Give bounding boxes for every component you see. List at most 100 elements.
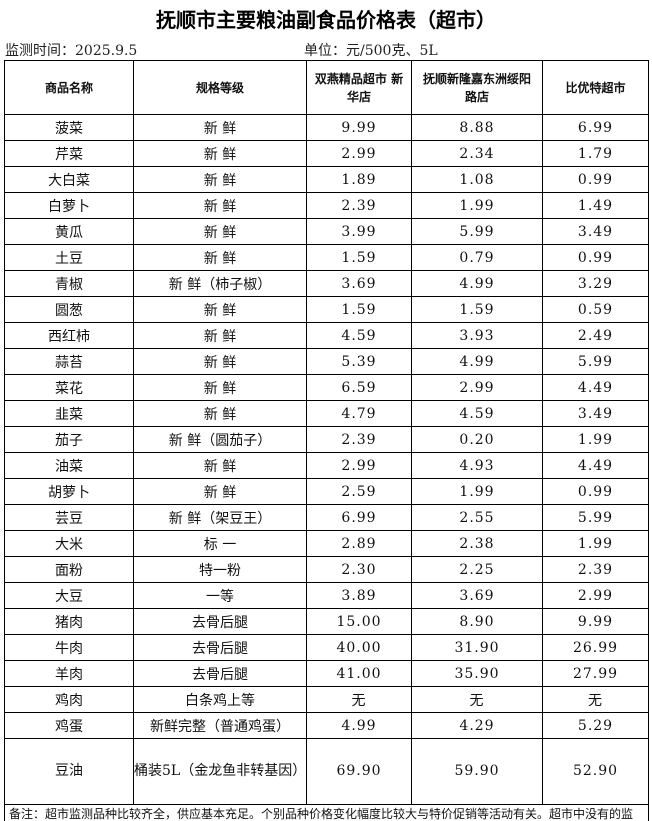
price-cell[interactable]: 35.90 — [411, 660, 543, 687]
price-cell[interactable]: 1.59 — [306, 296, 412, 323]
spec-cell[interactable]: 新 鲜 — [133, 218, 307, 245]
price-cell[interactable]: 3.29 — [542, 270, 649, 297]
price-cell[interactable]: 1.89 — [306, 166, 412, 193]
price-cell[interactable]: 3.49 — [542, 218, 649, 245]
spec-cell[interactable]: 新 鲜 — [133, 478, 307, 505]
price-cell[interactable]: 1.99 — [542, 530, 649, 557]
spec-cell[interactable]: 去骨后腿 — [133, 634, 307, 661]
price-cell[interactable]: 2.39 — [306, 426, 412, 453]
price-cell[interactable]: 4.29 — [411, 712, 543, 739]
price-cell[interactable]: 4.59 — [306, 322, 412, 349]
product-name-cell[interactable]: 大米 — [4, 530, 134, 557]
price-cell[interactable]: 6.99 — [542, 114, 649, 141]
price-cell[interactable]: 59.90 — [411, 738, 543, 805]
price-cell[interactable]: 3.69 — [411, 582, 543, 609]
product-name-cell[interactable]: 菜花 — [4, 374, 134, 401]
price-cell[interactable]: 26.99 — [542, 634, 649, 661]
product-name-cell[interactable]: 蒜苔 — [4, 348, 134, 375]
product-name-cell[interactable]: 芸豆 — [4, 504, 134, 531]
product-name-cell[interactable]: 羊肉 — [4, 660, 134, 687]
spec-cell[interactable]: 新鲜完整（普通鸡蛋） — [133, 712, 307, 739]
price-cell[interactable]: 2.99 — [542, 582, 649, 609]
price-cell[interactable]: 27.99 — [542, 660, 649, 687]
product-name-cell[interactable]: 茄子 — [4, 426, 134, 453]
price-cell[interactable]: 无 — [542, 686, 649, 713]
price-cell[interactable]: 2.30 — [306, 556, 412, 583]
price-cell[interactable]: 2.38 — [411, 530, 543, 557]
price-cell[interactable]: 8.90 — [411, 608, 543, 635]
product-name-cell[interactable]: 牛肉 — [4, 634, 134, 661]
price-cell[interactable]: 3.69 — [306, 270, 412, 297]
product-name-cell[interactable]: 油菜 — [4, 452, 134, 479]
price-cell[interactable]: 0.79 — [411, 244, 543, 271]
price-cell[interactable]: 1.99 — [411, 478, 543, 505]
spec-cell[interactable]: 新 鲜 — [133, 296, 307, 323]
price-cell[interactable]: 2.99 — [306, 452, 412, 479]
price-cell[interactable]: 1.99 — [542, 426, 649, 453]
price-cell[interactable]: 31.90 — [411, 634, 543, 661]
spec-cell[interactable]: 新 鲜（架豆王） — [133, 504, 307, 531]
spec-cell[interactable]: 新 鲜 — [133, 166, 307, 193]
product-name-cell[interactable]: 黄瓜 — [4, 218, 134, 245]
price-cell[interactable]: 无 — [306, 686, 412, 713]
spec-cell[interactable]: 标 一 — [133, 530, 307, 557]
price-cell[interactable]: 4.93 — [411, 452, 543, 479]
price-cell[interactable]: 2.99 — [411, 374, 543, 401]
price-cell[interactable]: 2.39 — [306, 192, 412, 219]
spec-cell[interactable]: 一等 — [133, 582, 307, 609]
price-cell[interactable]: 0.59 — [542, 296, 649, 323]
price-cell[interactable]: 9.99 — [306, 114, 412, 141]
price-cell[interactable]: 0.99 — [542, 166, 649, 193]
price-cell[interactable]: 0.99 — [542, 478, 649, 505]
price-cell[interactable]: 6.99 — [306, 504, 412, 531]
product-name-cell[interactable]: 大白菜 — [4, 166, 134, 193]
spec-cell[interactable]: 特一粉 — [133, 556, 307, 583]
price-cell[interactable]: 5.29 — [542, 712, 649, 739]
spec-cell[interactable]: 新 鲜 — [133, 114, 307, 141]
price-cell[interactable]: 无 — [411, 686, 543, 713]
price-cell[interactable]: 1.59 — [306, 244, 412, 271]
spec-cell[interactable]: 新 鲜 — [133, 452, 307, 479]
spec-cell[interactable]: 新 鲜 — [133, 322, 307, 349]
price-cell[interactable]: 2.89 — [306, 530, 412, 557]
price-cell[interactable]: 4.99 — [411, 270, 543, 297]
price-cell[interactable]: 15.00 — [306, 608, 412, 635]
product-name-cell[interactable]: 豆油 — [4, 738, 134, 805]
price-cell[interactable]: 9.99 — [542, 608, 649, 635]
product-name-cell[interactable]: 土豆 — [4, 244, 134, 271]
product-name-cell[interactable]: 菠菜 — [4, 114, 134, 141]
product-name-cell[interactable]: 鸡蛋 — [4, 712, 134, 739]
price-cell[interactable]: 8.88 — [411, 114, 543, 141]
price-cell[interactable]: 4.79 — [306, 400, 412, 427]
product-name-cell[interactable]: 韭菜 — [4, 400, 134, 427]
price-cell[interactable]: 5.99 — [411, 218, 543, 245]
spec-cell[interactable]: 新 鲜 — [133, 192, 307, 219]
product-name-cell[interactable]: 面粉 — [4, 556, 134, 583]
price-cell[interactable]: 2.39 — [542, 556, 649, 583]
price-cell[interactable]: 69.90 — [306, 738, 412, 805]
price-cell[interactable]: 1.99 — [411, 192, 543, 219]
price-cell[interactable]: 2.34 — [411, 140, 543, 167]
price-cell[interactable]: 2.99 — [306, 140, 412, 167]
price-cell[interactable]: 40.00 — [306, 634, 412, 661]
price-cell[interactable]: 4.49 — [542, 452, 649, 479]
product-name-cell[interactable]: 白萝卜 — [4, 192, 134, 219]
price-cell[interactable]: 4.59 — [411, 400, 543, 427]
price-cell[interactable]: 0.20 — [411, 426, 543, 453]
product-name-cell[interactable]: 圆葱 — [4, 296, 134, 323]
spec-cell[interactable]: 新 鲜 — [133, 348, 307, 375]
price-cell[interactable]: 5.39 — [306, 348, 412, 375]
product-name-cell[interactable]: 青椒 — [4, 270, 134, 297]
price-cell[interactable]: 52.90 — [542, 738, 649, 805]
price-cell[interactable]: 1.08 — [411, 166, 543, 193]
spec-cell[interactable]: 新 鲜 — [133, 400, 307, 427]
product-name-cell[interactable]: 芹菜 — [4, 140, 134, 167]
price-cell[interactable]: 41.00 — [306, 660, 412, 687]
spec-cell[interactable]: 新 鲜（圆茄子） — [133, 426, 307, 453]
product-name-cell[interactable]: 大豆 — [4, 582, 134, 609]
product-name-cell[interactable]: 鸡肉 — [4, 686, 134, 713]
price-cell[interactable]: 5.99 — [542, 348, 649, 375]
price-cell[interactable]: 4.49 — [542, 374, 649, 401]
spec-cell[interactable]: 桶装5L（金龙鱼非转基因） — [133, 738, 307, 805]
product-name-cell[interactable]: 胡萝卜 — [4, 478, 134, 505]
